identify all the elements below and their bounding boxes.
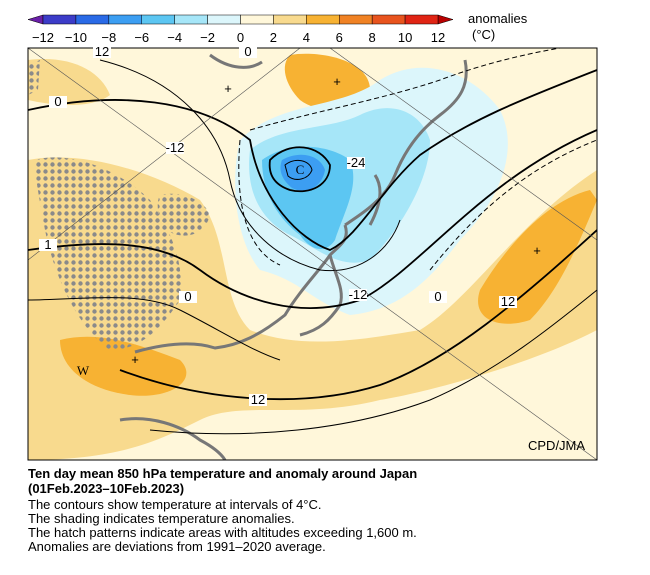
pressure-center: C: [296, 162, 305, 177]
contour-label: 0: [244, 44, 251, 59]
colorbar-tick-label: −8: [101, 30, 116, 45]
colorbar-tick-label: −4: [167, 30, 182, 45]
colorbar: −12 −10 −8 −6 −4 −2 0 2 4 6 8 10 12: [27, 14, 454, 45]
contour-label-bg: [39, 239, 57, 251]
colorbar-bin: [306, 14, 340, 25]
anomaly-maximum: +: [533, 243, 541, 258]
map-labels: 12 0 0 -12 -24 1 0 -12 0 12 12 C W + + + +: [39, 44, 541, 407]
colorbar-bin: [141, 14, 175, 25]
contour-label: 12: [251, 392, 265, 407]
colorbar-tick-label: 4: [303, 30, 310, 45]
contour-label-bg: [239, 46, 257, 58]
contour-label: 12: [95, 44, 109, 59]
colorbar-tick-label: 12: [431, 30, 445, 45]
anomaly-maximum: +: [333, 74, 341, 89]
colorbar-bin: [240, 14, 274, 25]
map: [28, 48, 597, 460]
contour-label: -24: [347, 155, 366, 170]
colorbar-tick-label: 8: [369, 30, 376, 45]
caption-note: The hatch patterns indicate areas with a…: [28, 525, 417, 540]
contour-label: -12: [166, 140, 185, 155]
colorbar-bin: [174, 14, 208, 25]
pressure-center: W: [77, 363, 90, 378]
colorbar-bin: [273, 14, 307, 25]
map-frame: [27, 47, 598, 461]
colorbar-bin: [75, 14, 110, 25]
contour-label-bg: [429, 291, 447, 303]
contour-label: 0: [184, 289, 191, 304]
colorbar-bin: [371, 14, 406, 25]
colorbar-tick-label: 0: [237, 30, 244, 45]
contour-label: 1: [44, 237, 51, 252]
caption-note: Anomalies are deviations from 1991–2020 …: [28, 539, 326, 554]
contour-label: 0: [434, 289, 441, 304]
colorbar-bin: [42, 14, 77, 25]
caption-note: The shading indicates temperature anomal…: [28, 511, 295, 526]
caption-title: Ten day mean 850 hPa temperature and ano…: [28, 466, 417, 481]
colorbar-label: anomalies: [468, 11, 528, 26]
colorbar-tick-label: 2: [270, 30, 277, 45]
contour-label: 12: [501, 294, 515, 309]
contour-label-bg: [347, 157, 365, 169]
anomaly-area: [478, 190, 597, 324]
colorbar-tick-label: −10: [65, 30, 87, 45]
contour-label-bg: [349, 289, 367, 301]
colorbar-high-arrow: [437, 14, 454, 25]
caption-note: The contours show temperature at interva…: [28, 497, 322, 512]
colorbar-bin: [404, 14, 439, 25]
anomaly-maximum: +: [131, 352, 139, 367]
credit: CPD/JMA: [528, 438, 585, 453]
contour-label-bg: [249, 394, 267, 406]
anomaly-area: [28, 59, 110, 105]
colorbar-low-arrow: [27, 14, 44, 25]
contour-label: -12: [349, 287, 368, 302]
contour-label-bg: [499, 296, 517, 308]
highland-hatch: [28, 60, 40, 95]
colorbar-tick-label: −6: [134, 30, 149, 45]
contour-label-bg: [93, 46, 111, 58]
highland-hatch: [157, 193, 210, 236]
colorbar-bin: [108, 14, 143, 25]
highland-hatch: [35, 157, 181, 350]
colorbar-tick-label: 10: [398, 30, 412, 45]
colorbar-tick-label: 6: [336, 30, 343, 45]
anomaly-area: [280, 154, 325, 191]
contour-label-bg: [179, 291, 197, 303]
colorbar-bin: [207, 14, 241, 25]
contour-label-bg: [49, 96, 67, 108]
anomaly-maximum: +: [224, 81, 232, 96]
contour-label: 0: [54, 94, 61, 109]
colorbar-bin: [339, 14, 373, 25]
contours: [28, 48, 597, 460]
colorbar-tick-label: −12: [32, 30, 54, 45]
colorbar-unit: (°C): [472, 27, 495, 42]
contour-label-bg: [166, 142, 184, 154]
colorbar-tick-label: −2: [200, 30, 215, 45]
caption-period: (01Feb.2023–10Feb.2023): [28, 481, 184, 496]
